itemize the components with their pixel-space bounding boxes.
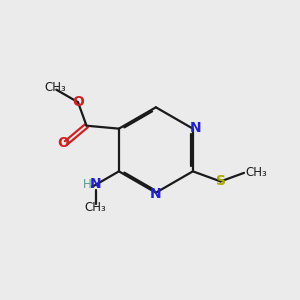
Text: S: S xyxy=(215,174,226,188)
Text: N: N xyxy=(150,187,162,201)
Text: CH₃: CH₃ xyxy=(85,201,106,214)
Text: O: O xyxy=(72,95,84,109)
Text: O: O xyxy=(57,136,69,150)
Text: CH₃: CH₃ xyxy=(245,167,267,179)
Text: N: N xyxy=(189,121,201,135)
Text: H: H xyxy=(82,178,91,191)
Text: CH₃: CH₃ xyxy=(44,81,66,94)
Text: N: N xyxy=(90,177,101,191)
